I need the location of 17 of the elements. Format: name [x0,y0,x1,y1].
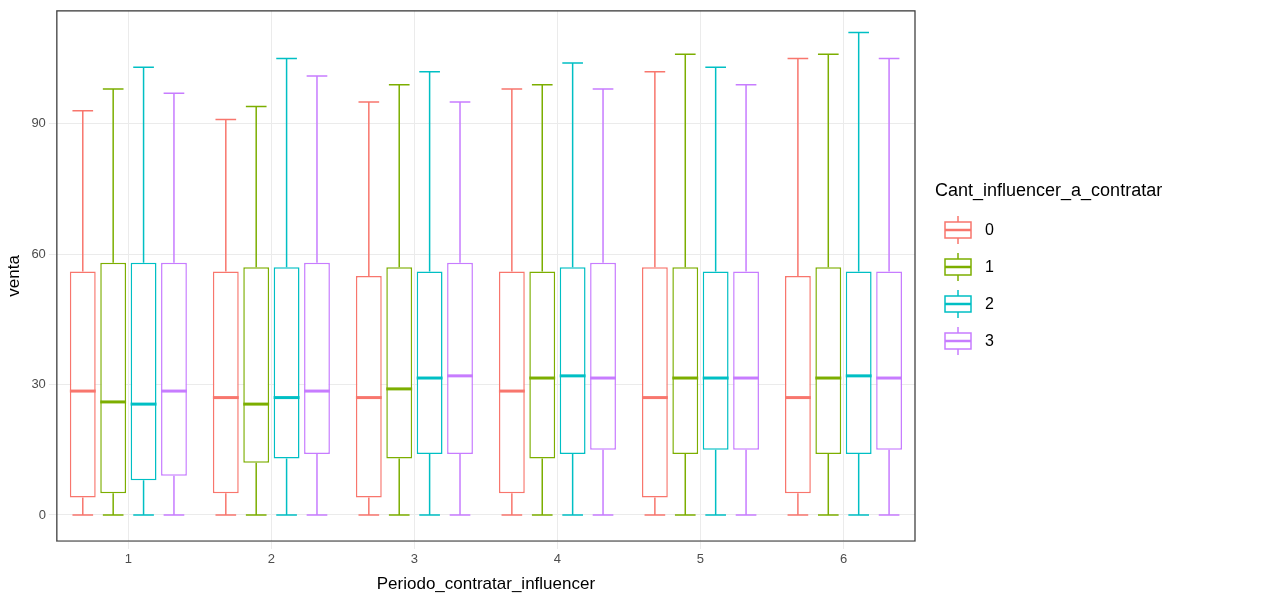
x-tick-label: 4 [553,551,562,567]
x-tick-label: 6 [839,551,848,567]
legend-label: 2 [985,294,994,313]
y-tick-label: 60 [31,245,46,261]
x-tick-label: 2 [267,551,276,567]
y-tick-label: 90 [31,115,46,131]
legend-label: 3 [985,331,994,350]
legend-title: Cant_influencer_a_contratar [935,180,1163,201]
x-tick-label: 1 [124,551,132,567]
y-tick-label: 30 [31,376,46,392]
legend-label: 1 [985,257,994,276]
y-axis-title: venta [3,254,23,297]
y-tick-label: 0 [38,506,46,522]
x-tick-label: 3 [410,551,419,567]
x-tick-label: 5 [696,551,705,567]
legend-label: 0 [985,220,994,239]
x-axis-title: Periodo_contratar_influencer [376,574,596,594]
